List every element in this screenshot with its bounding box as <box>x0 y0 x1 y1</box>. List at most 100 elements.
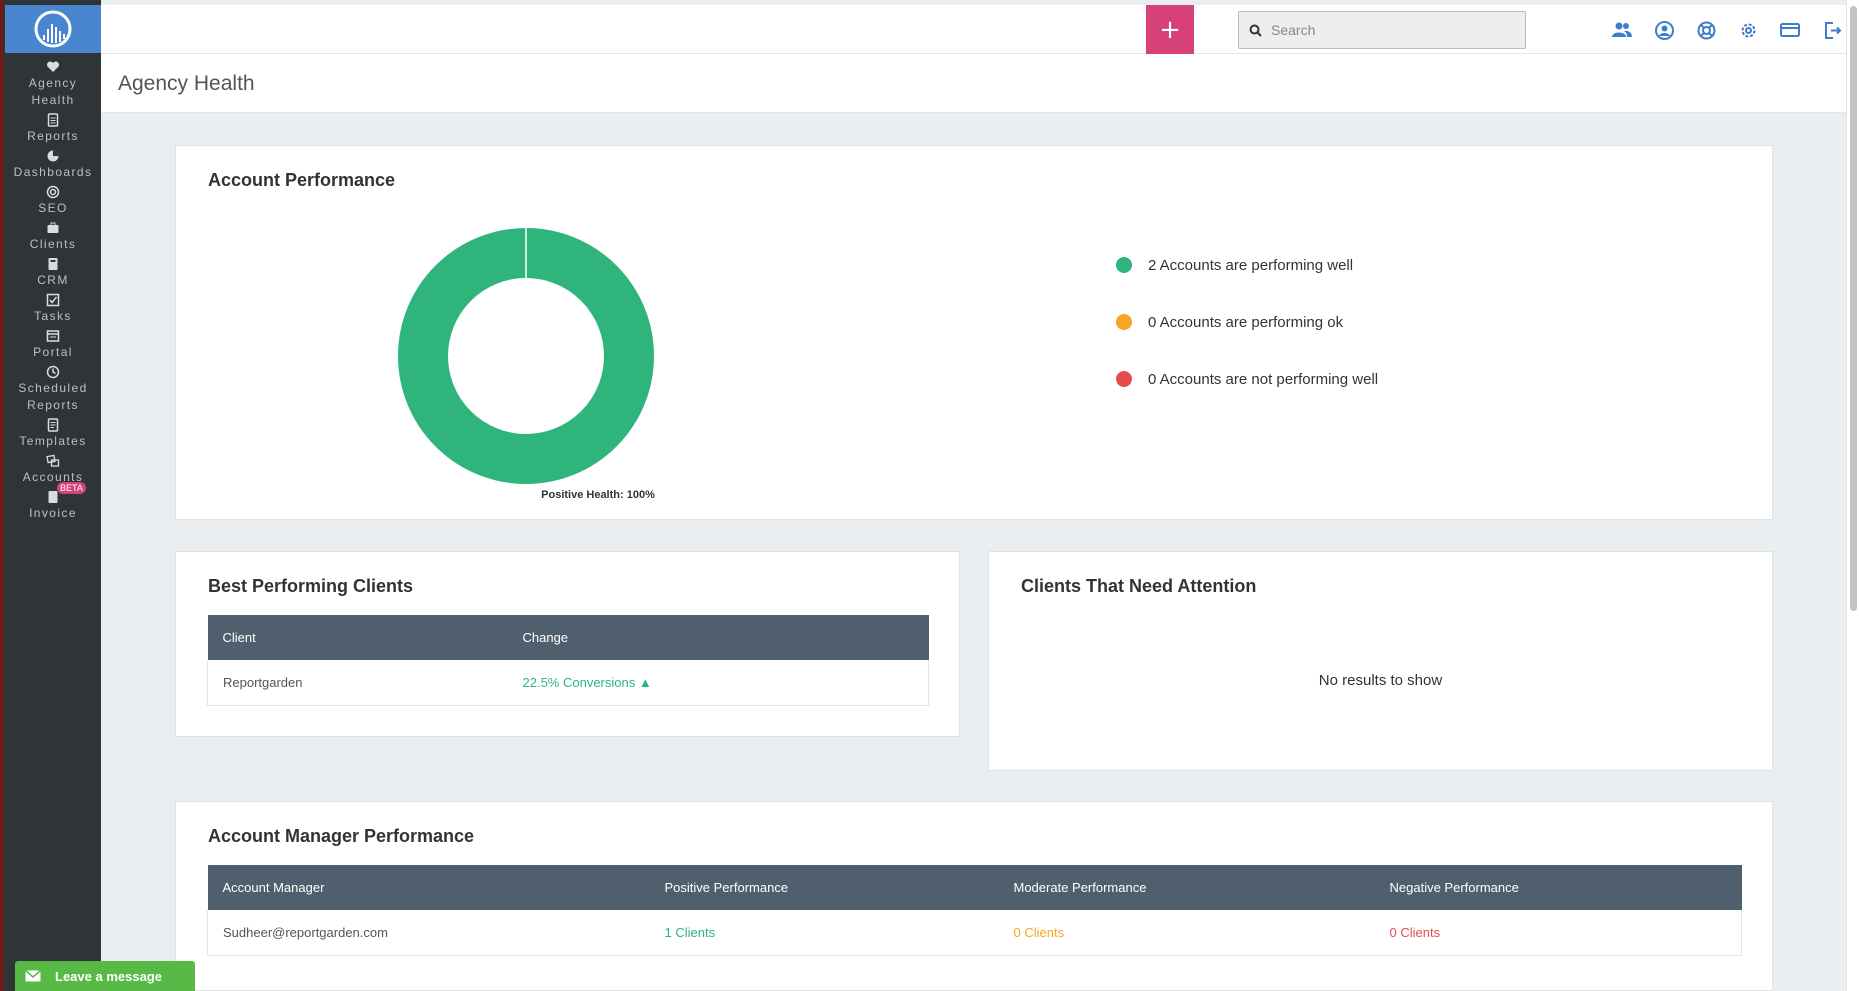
sidebar-item-crm[interactable]: CRM <box>5 257 101 289</box>
best-clients-card: Best Performing Clients Client Change Re… <box>175 551 960 737</box>
address-book-icon <box>48 258 58 270</box>
card-title: Account Manager Performance <box>208 826 475 846</box>
pie-chart-icon <box>47 150 59 162</box>
sidebar-item-label: CRM <box>37 273 69 287</box>
legend-item-ok: 0 Accounts are performing ok <box>1116 312 1378 332</box>
sidebar-item-invoice[interactable]: BETA Invoice <box>5 482 101 522</box>
card-title: Best Performing Clients <box>208 576 414 596</box>
user-circle-icon <box>1654 20 1674 40</box>
top-icons <box>1601 19 1853 41</box>
legend-label: 2 Accounts are performing well <box>1148 256 1354 274</box>
settings-button[interactable] <box>1727 19 1769 41</box>
sidebar: Agency Health Reports Dashboards SEO Cli… <box>0 0 101 991</box>
window-icon <box>46 330 60 342</box>
profile-button[interactable] <box>1643 19 1685 41</box>
support-button[interactable] <box>1685 19 1727 41</box>
credit-card-icon <box>1780 23 1800 37</box>
users-button[interactable] <box>1601 19 1643 41</box>
sidebar-item-reports[interactable]: Reports <box>5 113 101 145</box>
legend-dot <box>1116 257 1132 273</box>
window-edge <box>0 0 4 991</box>
accounts-icon <box>46 454 60 467</box>
clock-icon <box>46 365 60 379</box>
checkbox-icon <box>46 293 60 307</box>
sidebar-item-tasks[interactable]: Tasks <box>5 293 101 325</box>
donut-data-label: Positive Health: 100% <box>541 489 655 501</box>
table-header-row: Account Manager Positive Performance Mod… <box>207 865 1742 910</box>
billing-button[interactable] <box>1769 19 1811 41</box>
logo[interactable] <box>5 5 101 53</box>
legend-label: 0 Accounts are not performing well <box>1148 370 1379 388</box>
scrollbar[interactable] <box>1846 0 1859 991</box>
sidebar-item-label: Portal <box>33 345 73 359</box>
sidebar-item-label: Templates <box>19 434 87 448</box>
account-performance-card: Account Performance Positive Health: 100… <box>175 145 1773 520</box>
search-box[interactable] <box>1238 11 1526 49</box>
card-title: Clients That Need Attention <box>1021 576 1257 596</box>
card-title: Account Performance <box>208 170 396 190</box>
performance-legend: 2 Accounts are performing well 0 Account… <box>1116 255 1378 426</box>
sidebar-item-seo[interactable]: SEO <box>5 185 101 217</box>
sidebar-item-label: SEO <box>38 201 68 215</box>
manager-performance-table: Account Manager Positive Performance Mod… <box>207 865 1742 956</box>
legend-dot <box>1116 371 1132 387</box>
column-header-positive: Positive Performance <box>649 865 999 910</box>
column-header-manager: Account Manager <box>207 865 650 910</box>
search-input[interactable] <box>1271 22 1511 38</box>
logo-icon <box>34 10 72 48</box>
sidebar-item-label: Reports <box>27 129 79 143</box>
logout-icon <box>1824 21 1841 39</box>
best-clients-table: Client Change Reportgarden 22.5% Convers… <box>207 615 929 706</box>
sidebar-item-label: Invoice <box>29 506 77 520</box>
lifebuoy-icon <box>1697 21 1715 39</box>
table-header-row: Client Change <box>207 615 929 660</box>
column-header-moderate: Moderate Performance <box>998 865 1375 910</box>
search-icon <box>1249 24 1262 37</box>
sidebar-nav: Agency Health Reports Dashboards SEO Cli… <box>5 60 101 526</box>
scrollbar-thumb[interactable] <box>1850 6 1857 611</box>
leave-message-label: Leave a message <box>55 968 162 984</box>
positive-count[interactable]: 1 Clients <box>649 910 999 956</box>
donut-slice-positive[interactable] <box>398 228 654 484</box>
table-row[interactable]: Reportgarden 22.5% Conversions ▲ <box>207 660 929 706</box>
sidebar-item-label: Tasks <box>34 309 72 323</box>
table-row[interactable]: Sudheer@reportgarden.com 1 Clients 0 Cli… <box>207 910 1742 956</box>
sidebar-item-dashboards[interactable]: Dashboards <box>5 149 101 181</box>
briefcase-icon <box>47 222 59 233</box>
document-icon <box>47 418 59 432</box>
users-icon <box>1612 22 1632 37</box>
performance-donut-chart: Positive Health: 100% <box>398 228 655 501</box>
beta-badge: BETA <box>57 482 86 494</box>
legend-item-not-well: 0 Accounts are not performing well <box>1116 369 1378 389</box>
sidebar-item-templates[interactable]: Templates <box>5 418 101 450</box>
sidebar-item-label: Accounts <box>22 470 84 484</box>
page-header: Agency Health <box>101 54 1846 113</box>
sidebar-item-label: Clients <box>29 237 77 251</box>
top-bar: + <box>101 5 1846 54</box>
manager-email: Sudheer@reportgarden.com <box>207 910 650 956</box>
report-icon <box>47 113 59 127</box>
sidebar-item-accounts[interactable]: Accounts <box>5 454 101 486</box>
invoice-icon <box>48 491 58 503</box>
target-icon <box>46 185 60 199</box>
column-header-change: Change <box>507 615 929 660</box>
legend-label: 0 Accounts are performing ok <box>1148 313 1344 331</box>
column-header-negative: Negative Performance <box>1374 865 1742 910</box>
sidebar-item-clients[interactable]: Clients <box>5 221 101 253</box>
legend-dot <box>1116 314 1132 330</box>
logout-button[interactable] <box>1811 19 1853 41</box>
empty-state: No results to show <box>1318 672 1443 689</box>
sidebar-item-portal[interactable]: Portal <box>5 329 101 361</box>
page-title: Agency Health <box>118 72 255 95</box>
leave-message-button[interactable]: Leave a message <box>15 961 195 991</box>
client-name: Reportgarden <box>207 660 508 706</box>
client-change: 22.5% Conversions ▲ <box>507 660 929 706</box>
add-button[interactable]: + <box>1146 5 1194 54</box>
sidebar-item-scheduled-reports[interactable]: Scheduled Reports <box>5 365 101 414</box>
negative-count[interactable]: 0 Clients <box>1374 910 1742 956</box>
moderate-count[interactable]: 0 Clients <box>998 910 1375 956</box>
sidebar-item-label: Agency Health <box>28 76 78 107</box>
heart-icon <box>46 61 60 72</box>
sidebar-item-agency-health[interactable]: Agency Health <box>5 60 101 109</box>
sidebar-item-label: Scheduled Reports <box>18 381 88 412</box>
